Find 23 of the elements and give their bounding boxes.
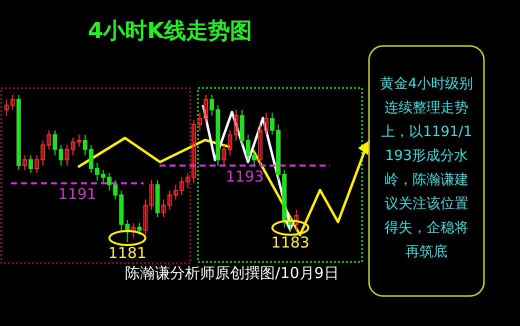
candlestick [228,130,232,156]
candlestick [222,144,226,166]
candlestick [64,144,70,166]
candlestick [70,137,76,156]
candlestick [137,222,142,236]
candlestick [143,198,148,236]
annotation: 1191 [58,185,96,204]
candlestick [294,209,299,231]
candlestick [234,109,238,142]
candlestick [131,222,136,238]
text: 陈瀚谦分析师原创撰图/10月9日 [125,264,339,282]
candlestick [28,154,33,174]
annotation: 1183 [271,234,310,252]
annotation: 1181 [108,244,146,262]
annotation: 1193 [226,168,264,186]
candlestick [288,216,293,232]
candlestick [22,154,27,170]
candlestick [149,180,154,210]
text: 黄金4小时级别连续整理走势上，以1191/1193形成分水岭，陈瀚谦建议关注该位置得失，企稳将再筑底 [379,75,474,262]
candlestick [76,134,82,147]
candlestick [58,144,64,166]
candlestick [52,130,58,156]
chart-title: 4小时K线走势图 [88,19,252,44]
